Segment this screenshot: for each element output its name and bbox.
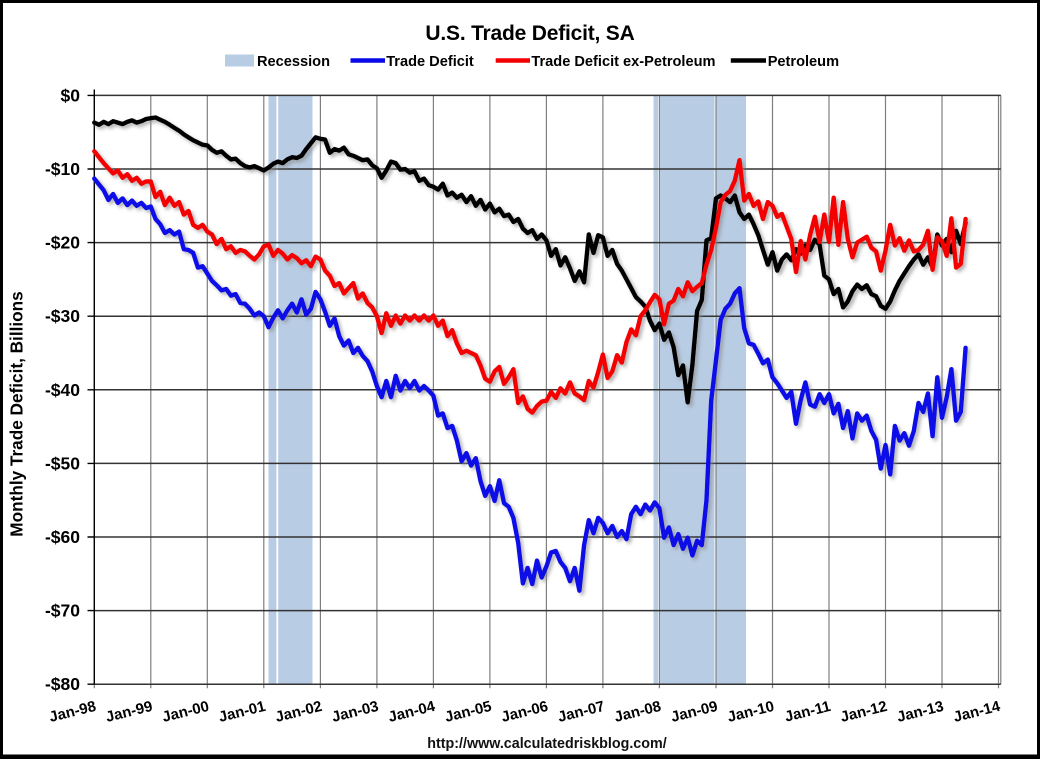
svg-text:Trade Deficit ex-Petroleum: Trade Deficit ex-Petroleum [531, 54, 715, 70]
svg-text:Monthly Trade Deficit, Billion: Monthly Trade Deficit, Billions [7, 291, 27, 536]
svg-text:-$30: -$30 [45, 306, 80, 326]
svg-text:-$40: -$40 [45, 380, 80, 400]
svg-text:-$20: -$20 [45, 233, 80, 253]
svg-text:U.S. Trade Deficit, SA: U.S. Trade Deficit, SA [425, 22, 634, 45]
svg-text:$0: $0 [61, 85, 81, 105]
svg-text:http://www.calculatedriskblog.: http://www.calculatedriskblog.com/ [427, 736, 666, 752]
svg-text:-$70: -$70 [45, 601, 80, 621]
svg-text:Petroleum: Petroleum [768, 54, 839, 70]
svg-text:Recession: Recession [257, 54, 330, 70]
svg-text:-$10: -$10 [45, 159, 80, 179]
svg-text:Trade Deficit: Trade Deficit [386, 54, 474, 70]
svg-text:-$50: -$50 [45, 453, 80, 473]
svg-text:-$60: -$60 [45, 527, 80, 547]
svg-text:-$80: -$80 [45, 674, 80, 694]
